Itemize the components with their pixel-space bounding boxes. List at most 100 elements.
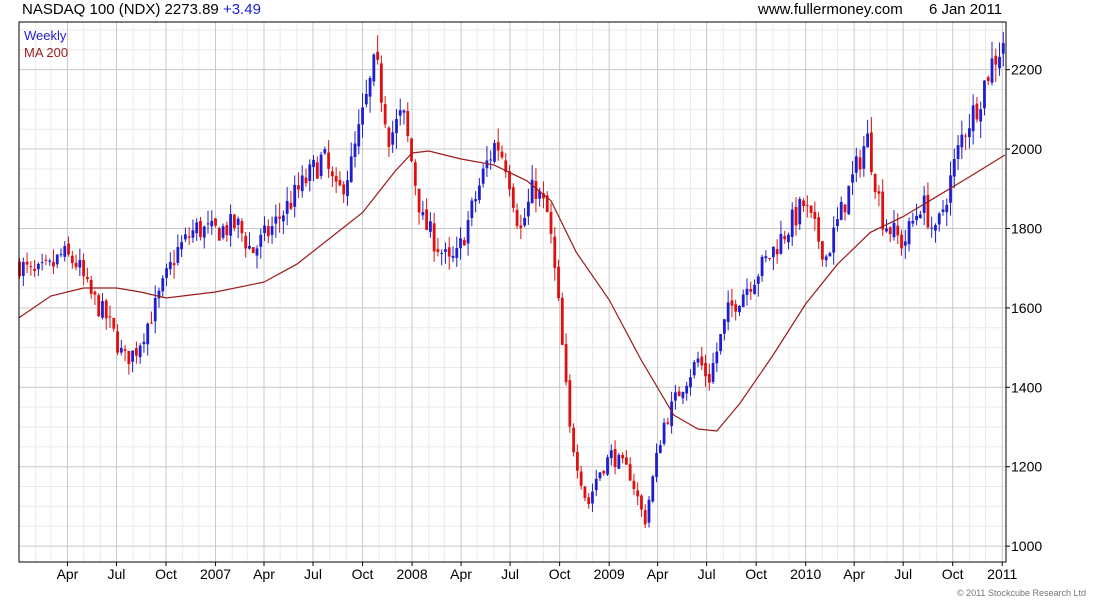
candle-body	[613, 448, 617, 467]
candle-body	[477, 185, 481, 200]
candle-body	[903, 241, 907, 246]
x-tick-label: Apr	[253, 566, 275, 582]
y-axis: 1000 1200 1400 1600 1800 2000 2200	[1006, 62, 1042, 554]
copyright: © 2011 Stockcube Research Ltd	[956, 588, 1086, 598]
candle-body	[315, 162, 319, 179]
x-tick-label: Jul	[698, 566, 716, 582]
candle-body	[236, 218, 240, 225]
candle-body	[119, 347, 123, 353]
candle-body	[278, 216, 282, 219]
candle-body	[685, 385, 689, 394]
candle-body	[180, 242, 184, 250]
candle-body	[440, 252, 444, 254]
candle-body	[655, 453, 658, 478]
candle-body	[334, 175, 338, 182]
candle-body	[459, 238, 462, 249]
candle-body	[481, 168, 485, 184]
x-tick-label: 2009	[594, 566, 625, 582]
candle-body	[998, 56, 1001, 69]
candle-body	[462, 239, 466, 246]
candle-body	[108, 316, 112, 318]
header-right: www.fullermoney.com 6 Jan 2011	[758, 1, 1002, 18]
candle-body	[217, 228, 221, 241]
candle-body	[564, 344, 568, 383]
candle-body	[711, 362, 715, 382]
candle-body	[952, 159, 956, 177]
candle-body	[632, 480, 636, 490]
candle-body	[436, 249, 440, 253]
legend-weekly: Weekly	[24, 28, 67, 43]
candle-body	[900, 234, 903, 249]
candle-body	[474, 199, 478, 202]
candle-body	[395, 118, 398, 134]
candle-body	[285, 201, 289, 214]
candle-body	[63, 246, 67, 257]
candle-body	[67, 243, 70, 255]
candle-body	[911, 220, 915, 224]
title-text: NASDAQ 100 (NDX)	[22, 1, 161, 18]
candle-body	[406, 110, 410, 136]
candle-body	[689, 377, 692, 388]
x-tick-label: 2011	[987, 566, 1017, 582]
candle-body	[36, 263, 40, 270]
candle-body	[270, 226, 274, 235]
candle-body	[379, 63, 383, 103]
y-tick-label: 2000	[1011, 141, 1042, 157]
candle-body	[59, 254, 63, 256]
candle-body	[138, 345, 142, 358]
candle-body	[297, 185, 300, 190]
candle-body	[538, 191, 542, 199]
candle-body	[504, 160, 508, 173]
candle-body	[858, 157, 862, 170]
candle-body	[21, 261, 25, 276]
candle-body	[210, 220, 214, 227]
candle-body	[967, 128, 971, 138]
candle-body	[511, 187, 515, 208]
source-link[interactable]: www.fullermoney.com	[758, 1, 903, 18]
candle-body	[146, 323, 150, 345]
candle-body	[681, 392, 685, 399]
candle-body	[779, 234, 783, 254]
x-tick-label: Oct	[942, 566, 964, 582]
candle-body	[930, 227, 934, 229]
candle-body	[892, 222, 896, 238]
candle-body	[934, 225, 937, 231]
candle-body	[579, 471, 583, 486]
candle-body	[157, 290, 161, 299]
candle-body	[376, 51, 380, 60]
candle-body	[319, 154, 323, 176]
candle-body	[572, 427, 576, 453]
candle-body	[975, 103, 979, 120]
candle-body	[346, 180, 349, 197]
candle-body	[364, 93, 368, 105]
candle-body	[896, 225, 900, 236]
candle-body	[78, 260, 82, 268]
candle-body	[854, 156, 858, 173]
candle-body	[410, 138, 413, 162]
candle-body	[97, 295, 101, 317]
candle-body	[764, 256, 768, 259]
candle-body	[843, 204, 847, 213]
candle-body	[979, 109, 983, 122]
candle-body	[851, 174, 854, 183]
y-tick-label: 1200	[1011, 459, 1042, 475]
candle-body	[361, 107, 364, 125]
candle-body	[960, 134, 964, 148]
candle-body	[40, 262, 44, 264]
candle-body	[455, 247, 459, 258]
candle-body	[444, 249, 447, 252]
candle-body	[869, 132, 873, 173]
candle-body	[101, 301, 104, 318]
candle-body	[775, 249, 779, 255]
candle-body	[768, 257, 772, 259]
candle-body	[323, 149, 327, 154]
candle-body	[673, 392, 677, 401]
candle-body	[199, 221, 202, 238]
candle-body	[907, 221, 911, 245]
candle-body	[643, 510, 647, 525]
candle-body	[591, 491, 594, 504]
candle-body	[640, 495, 643, 510]
candle-body	[915, 215, 919, 221]
candle-body	[666, 422, 670, 424]
candle-body	[372, 54, 376, 82]
